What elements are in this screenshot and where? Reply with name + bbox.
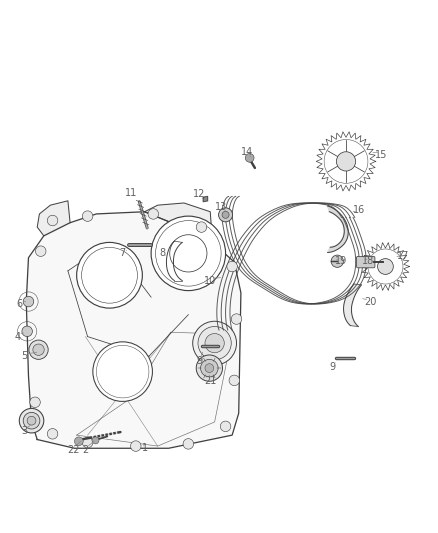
Circle shape [33, 344, 44, 356]
Circle shape [82, 437, 93, 448]
Circle shape [183, 439, 194, 449]
Circle shape [148, 209, 159, 219]
Circle shape [193, 321, 237, 365]
Circle shape [23, 296, 34, 307]
Text: 9: 9 [196, 356, 202, 366]
Circle shape [378, 259, 393, 274]
Text: 18: 18 [362, 256, 374, 266]
Circle shape [35, 246, 46, 256]
Circle shape [92, 437, 99, 444]
Text: 11: 11 [125, 188, 138, 198]
Circle shape [205, 364, 214, 373]
Circle shape [27, 416, 36, 425]
Circle shape [30, 397, 40, 408]
Circle shape [336, 152, 356, 171]
Circle shape [201, 359, 218, 377]
Text: 20: 20 [364, 297, 376, 308]
Circle shape [331, 255, 343, 268]
Text: 14: 14 [241, 147, 254, 157]
Circle shape [227, 261, 237, 272]
Text: 17: 17 [397, 251, 409, 261]
Circle shape [19, 408, 44, 433]
Text: 3: 3 [21, 426, 27, 436]
Circle shape [245, 154, 254, 162]
Text: 12: 12 [193, 189, 205, 199]
FancyBboxPatch shape [357, 256, 375, 268]
Text: 2: 2 [82, 445, 88, 455]
Circle shape [47, 429, 58, 439]
Polygon shape [145, 203, 212, 243]
Circle shape [222, 211, 229, 219]
Text: 8: 8 [159, 248, 165, 259]
Circle shape [220, 421, 231, 432]
Circle shape [131, 441, 141, 451]
Circle shape [74, 437, 83, 446]
Polygon shape [328, 206, 348, 253]
Polygon shape [166, 241, 182, 280]
Text: 5: 5 [21, 351, 27, 361]
Circle shape [229, 375, 240, 386]
Circle shape [205, 334, 224, 353]
Polygon shape [344, 284, 361, 327]
Circle shape [29, 340, 48, 359]
Polygon shape [26, 212, 241, 448]
Circle shape [23, 413, 40, 429]
Circle shape [196, 355, 223, 381]
Circle shape [198, 327, 231, 360]
Circle shape [47, 215, 58, 226]
Text: 9: 9 [330, 362, 336, 372]
Circle shape [231, 314, 242, 324]
Text: 19: 19 [335, 256, 347, 266]
Text: 13: 13 [215, 203, 227, 212]
Circle shape [196, 222, 207, 232]
Circle shape [82, 211, 93, 221]
Polygon shape [37, 201, 70, 236]
Text: 10: 10 [204, 276, 216, 286]
Text: 21: 21 [204, 376, 216, 386]
Text: 7: 7 [120, 248, 126, 259]
Text: 4: 4 [14, 332, 21, 342]
Text: 16: 16 [353, 205, 365, 215]
Circle shape [93, 342, 152, 401]
Text: 1: 1 [141, 443, 148, 453]
Text: 6: 6 [17, 298, 23, 309]
Circle shape [151, 216, 226, 290]
Circle shape [22, 326, 32, 336]
Circle shape [219, 208, 233, 222]
Polygon shape [203, 197, 208, 201]
Text: 15: 15 [375, 150, 387, 160]
Text: 22: 22 [67, 445, 80, 455]
Circle shape [77, 243, 142, 308]
